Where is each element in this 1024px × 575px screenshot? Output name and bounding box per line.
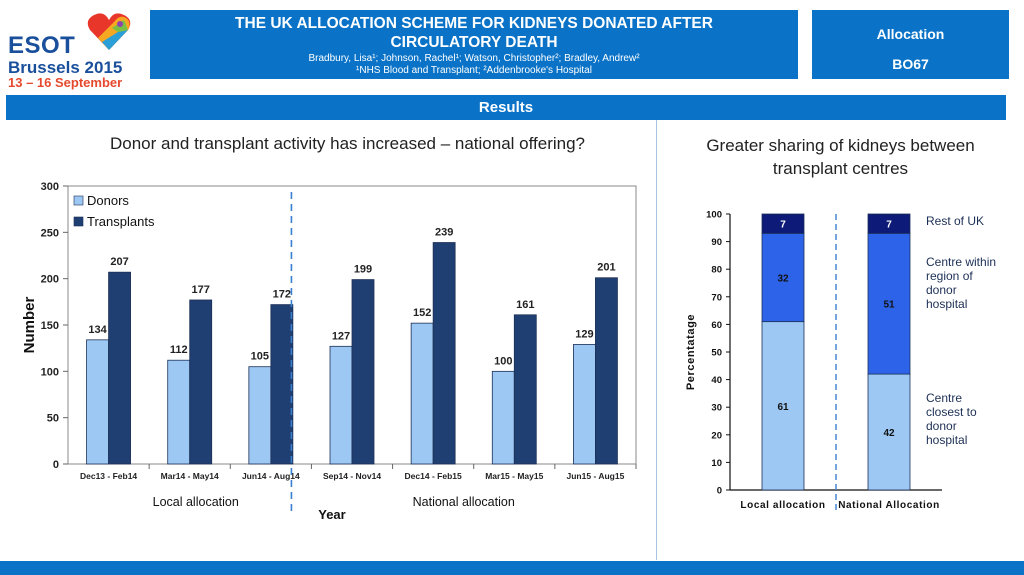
data-label: 129 (575, 328, 593, 340)
y-tick-label: 200 (41, 274, 59, 286)
bar-transplants (351, 279, 375, 465)
bar-transplants (432, 242, 456, 465)
y-tick-label: 70 (711, 292, 722, 303)
data-label: 172 (273, 289, 291, 301)
segment-rest-of-uk (867, 213, 911, 234)
data-label: 105 (251, 351, 269, 363)
data-label: 100 (494, 355, 512, 367)
x-tick-label: Dec14 - Feb15 (405, 471, 462, 481)
y-tick-label: 0 (53, 459, 59, 471)
sharing-stacked-bar-chart: 0 10 20 30 40 50 60 70 80 90 100 Percentatage 61 32 7 L… (685, 210, 996, 512)
segment-value-label: 61 (777, 402, 789, 413)
legend-label: Rest of UK (926, 214, 984, 228)
annotation-national-allocation: National allocation (413, 495, 515, 509)
legend-label: Centre within region of donor hospital (926, 255, 996, 311)
bar-donors (329, 345, 353, 465)
bar-transplants (595, 277, 618, 465)
x-tick-label: Jun15 - Aug15 (567, 471, 625, 481)
y-tick-label: 50 (47, 413, 59, 425)
segment-value-label: 42 (883, 428, 895, 439)
left-panel-heading: Donor and transplant activity has increa… (109, 134, 586, 153)
y-tick-label: 80 (711, 265, 722, 276)
data-label: 152 (413, 307, 431, 319)
data-label: 239 (435, 227, 453, 239)
segment-value-label: 32 (777, 273, 789, 284)
bar-donors (573, 344, 596, 465)
poster-authors: Bradbury, Lisa¹; Johnson, Rachel¹; Watso… (308, 53, 640, 64)
poster-title-box: THE UK ALLOCATION SCHEME FOR KIDNEYS DON… (150, 10, 798, 79)
poster-title: THE UK ALLOCATION SCHEME FOR KIDNEYS DON… (235, 15, 713, 51)
segment-value-label: 7 (780, 220, 786, 231)
y-tick-label: 300 (41, 181, 59, 193)
y-tick-label: 60 (711, 320, 722, 331)
y-axis-title: Percentatage (685, 314, 697, 390)
bar-donors (491, 370, 515, 465)
bar-transplants (108, 271, 131, 465)
y-tick-label: 90 (711, 237, 722, 248)
legend-label: Centre closest to donor hospital (926, 391, 977, 447)
y-tick-label: 20 (711, 430, 722, 441)
data-label: 134 (88, 324, 107, 336)
bar-transplants (189, 299, 213, 465)
poster-code: BO67 (892, 56, 929, 72)
annotation-local-allocation: Local allocation (153, 495, 239, 509)
data-label: 112 (170, 344, 188, 356)
x-tick-label: Dec13 - Feb14 (80, 471, 137, 481)
data-label: 127 (332, 330, 350, 342)
bar-donors (86, 339, 109, 465)
category-box: Allocation BO67 (812, 10, 1009, 79)
legend-swatch-transplants (73, 216, 84, 227)
y-tick-label: 250 (41, 227, 59, 239)
bar-transplants (513, 314, 537, 465)
data-label: 177 (192, 284, 210, 296)
bar-donors (248, 366, 272, 465)
right-panel-heading: Greater sharing of kidneys between trans… (706, 136, 975, 178)
logo-text-dates: 13 – 16 September (8, 75, 123, 90)
poster-affiliations: ¹NHS Blood and Transplant; ²Addenbrooke'… (356, 65, 592, 76)
y-tick-label: 100 (706, 210, 722, 221)
data-label: 201 (597, 262, 615, 274)
segment-centre-within-region (761, 232, 805, 323)
segment-value-label: 7 (886, 220, 892, 231)
legend-swatch-donors (73, 195, 84, 206)
results-section-bar: Results (6, 95, 1006, 120)
y-tick-label: 40 (711, 375, 722, 386)
x-axis-title: Year (318, 507, 345, 522)
y-tick-label: 10 (711, 458, 722, 469)
segment-rest-of-uk (761, 213, 805, 234)
logo-text-esot: ESOT (8, 32, 76, 59)
panel-divider (656, 120, 657, 560)
data-label: 207 (110, 256, 128, 268)
legend-label-transplants: Transplants (87, 214, 155, 229)
logo-heart-icon (87, 13, 131, 51)
x-tick-label: Local allocation (740, 500, 825, 511)
legend-label-donors: Donors (87, 193, 129, 208)
y-tick-label: 0 (717, 486, 722, 497)
x-tick-label: Jun14 - Aug14 (242, 471, 300, 481)
y-tick-label: 30 (711, 403, 722, 414)
y-axis-title: Number (21, 297, 38, 354)
segment-centre-within-region (867, 232, 911, 375)
bar-donors (167, 359, 191, 465)
x-tick-label: National Allocation (838, 500, 940, 511)
logo-text-city: Brussels 2015 (8, 58, 123, 77)
y-tick-label: 100 (41, 366, 59, 378)
x-tick-label: Mar14 - May14 (161, 471, 219, 481)
esot-logo: ESOT Brussels 2015 13 – 16 September (4, 8, 144, 90)
segment-centre-closest (761, 321, 805, 491)
bar-donors (410, 322, 434, 465)
footer-bar (0, 561, 1024, 575)
x-tick-label: Sep14 - Nov14 (323, 471, 381, 481)
activity-bar-chart: 0 50 100 150 200 250 300 Number Dec13 - Feb14 134… (21, 181, 637, 522)
y-tick-label: 150 (41, 320, 59, 332)
segment-value-label: 51 (883, 300, 895, 311)
data-label: 161 (516, 299, 534, 311)
category-label: Allocation (876, 26, 945, 42)
bar-transplants (270, 304, 294, 465)
x-tick-label: Mar15 - May15 (485, 471, 543, 481)
y-tick-label: 50 (711, 348, 722, 359)
data-label: 199 (354, 264, 372, 276)
